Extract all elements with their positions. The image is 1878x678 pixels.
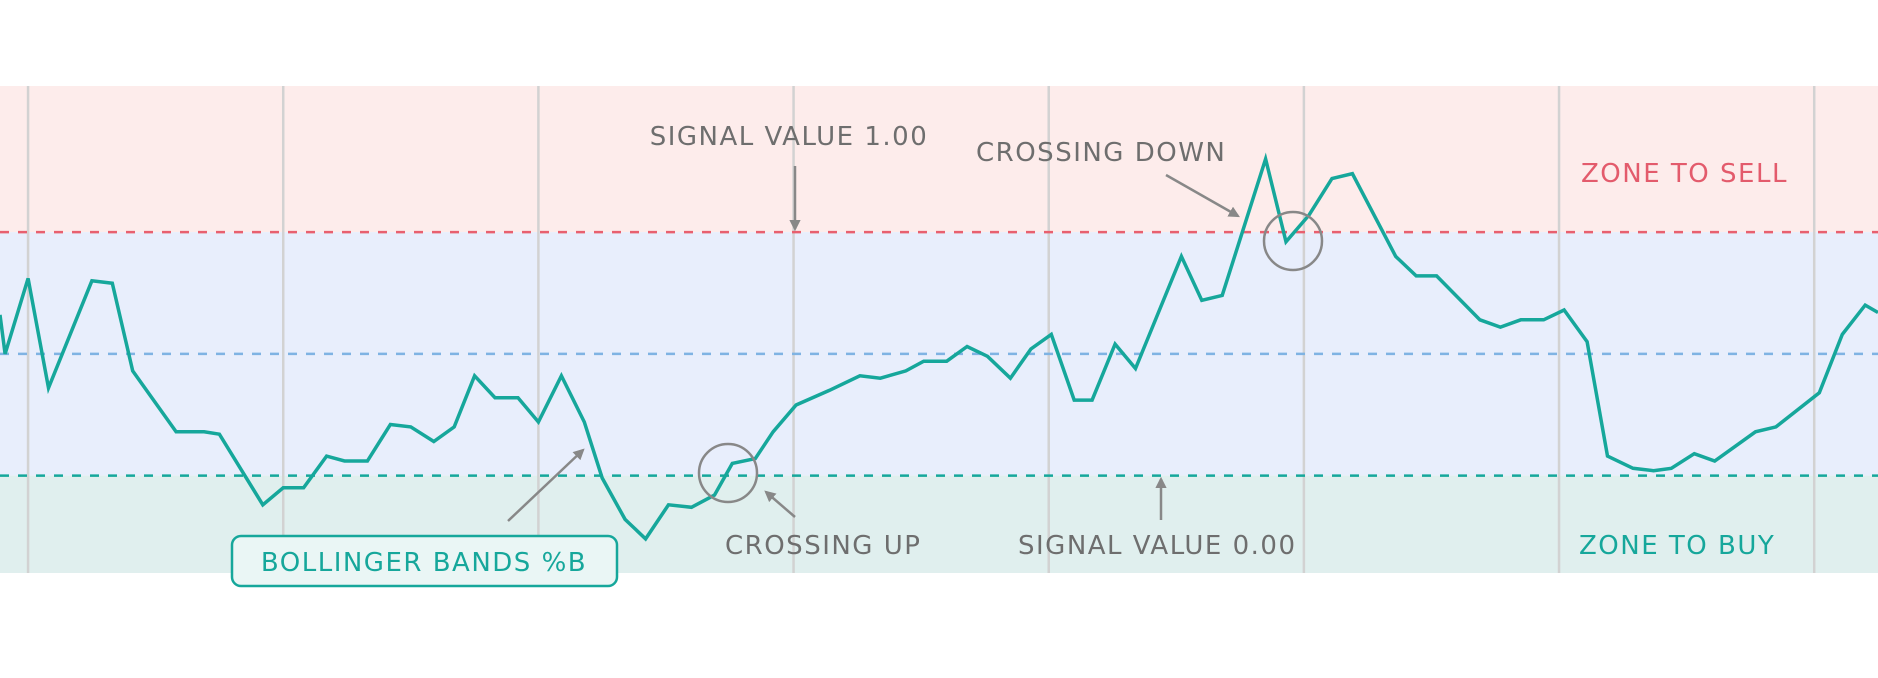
- crossing-up-circle: [697, 442, 759, 504]
- signal-high-label: SIGNAL VALUE 1.00: [650, 122, 929, 152]
- percent-b-series-line: [0, 152, 1878, 542]
- crossing-up-label: CROSSING UP: [725, 531, 921, 561]
- vertical-gridlines: [26, 86, 1816, 573]
- series-label-arrow: [507, 448, 585, 522]
- crossing-down-circle: [1262, 210, 1324, 272]
- crossing-down-arrow: [1165, 173, 1240, 218]
- series-label-box: [230, 534, 619, 588]
- zone-buy-label: ZONE TO BUY: [1579, 531, 1775, 561]
- crossing-down-label: CROSSING DOWN: [976, 138, 1226, 168]
- signal-low-label: SIGNAL VALUE 0.00: [1018, 531, 1297, 561]
- zone-sell-label: ZONE TO SELL: [1581, 159, 1788, 189]
- crossing-up-arrow: [764, 490, 796, 518]
- sell-zone-band: [0, 86, 1878, 233]
- series-label: BOLLINGER BANDS %B: [261, 548, 587, 578]
